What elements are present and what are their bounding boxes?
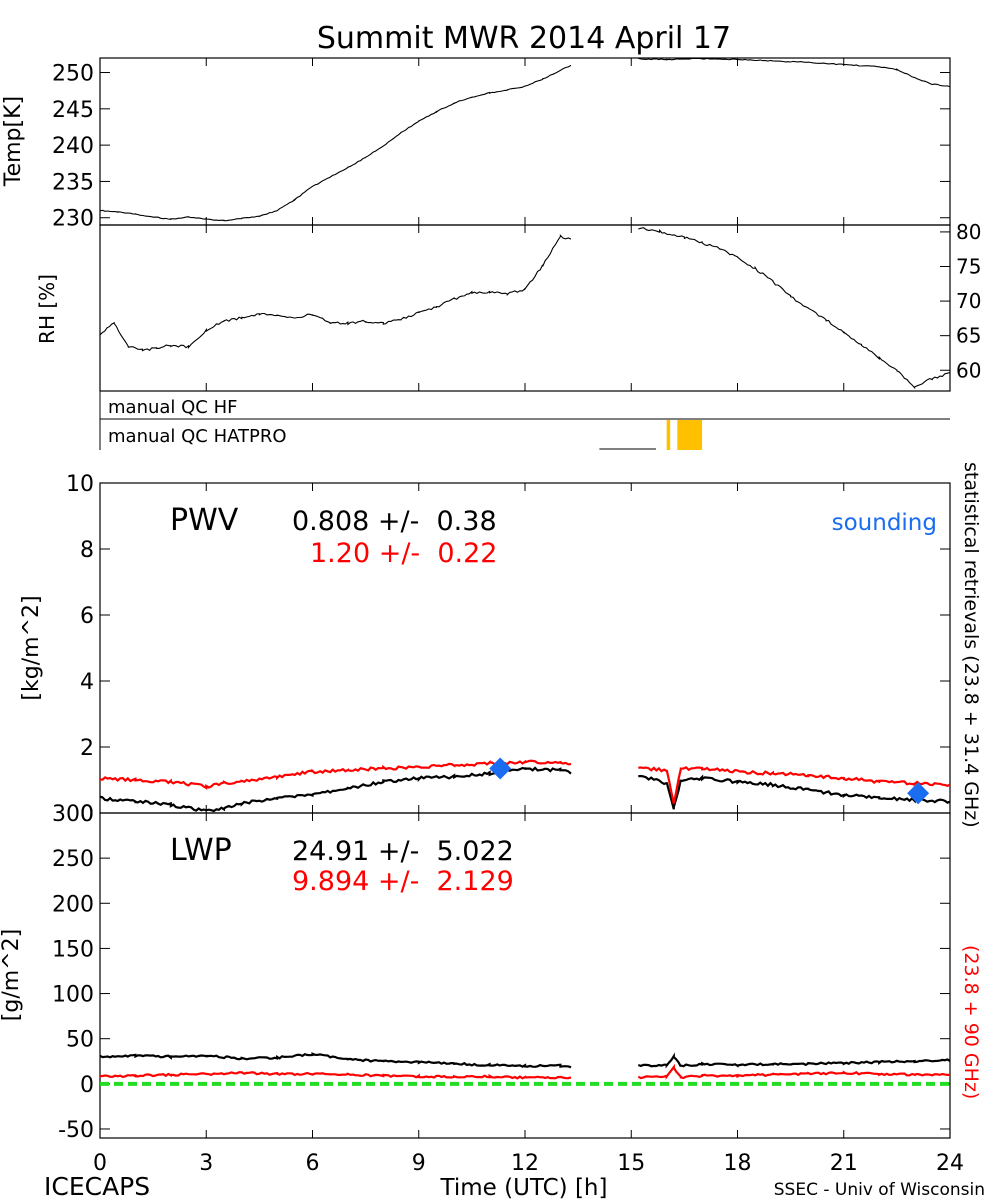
- y-tick-label: 6: [80, 604, 94, 629]
- lwp-series: [99, 1052, 951, 1086]
- footer-icecaps: ICECAPS: [44, 1172, 150, 1200]
- y-tick-label: 2: [80, 736, 94, 761]
- series-line: [99, 57, 951, 222]
- qc-section: manual QC HF manual QC HATPRO: [99, 391, 950, 450]
- y-tick-label: 250: [52, 847, 94, 872]
- y-tick-label: 300: [52, 802, 94, 827]
- x-tick-label: 12: [511, 1151, 539, 1176]
- pwv-ticks: 0 2 4 6 8 10: [66, 472, 951, 827]
- temperature-series: [99, 57, 951, 222]
- y-tick-label: 200: [52, 892, 94, 917]
- x-tick-label: 15: [617, 1151, 645, 1176]
- y-tick-label: 80: [956, 220, 981, 244]
- x-tick-label: 18: [724, 1151, 752, 1176]
- series-line: [99, 1063, 950, 1080]
- y-tick-label: 245: [52, 98, 94, 123]
- sounding-legend: sounding: [832, 510, 937, 536]
- y-tick-label: -50: [58, 1118, 94, 1143]
- y-tick-label: 250: [52, 62, 94, 87]
- temperature-frame: [99, 57, 951, 226]
- temperature-ylabel: Temp[K]: [1, 96, 26, 187]
- sounding-point: [489, 757, 512, 780]
- pwv-stats-red: 1.20 +/- 0.22: [310, 538, 497, 569]
- x-tick-label: 24: [936, 1151, 964, 1176]
- y-tick-label: 0: [80, 802, 94, 827]
- rh-ticks: 60 65 70 75 80: [99, 220, 981, 391]
- y-tick-label: 60: [956, 358, 981, 382]
- y-tick-label: 235: [52, 170, 94, 195]
- y-tick-label: 0: [80, 1073, 94, 1098]
- y-tick-label: 230: [52, 207, 94, 232]
- lwp-panel-label: LWP: [170, 833, 232, 868]
- y-tick-label: 150: [52, 937, 94, 962]
- qc-hatpro-flag-box: [677, 420, 703, 450]
- series-line: [99, 227, 951, 390]
- x-tick-label: 21: [830, 1151, 858, 1176]
- sounding-point: [907, 782, 930, 805]
- right-label-statistical: statistical retrievals (23.8 + 31.4 GHz): [960, 462, 982, 828]
- y-tick-label: 10: [66, 472, 94, 497]
- y-tick-label: 50: [66, 1028, 94, 1053]
- y-tick-label: 75: [956, 255, 981, 279]
- footer-ssec: SSEC - Univ of Wisconsin: [774, 1180, 985, 1200]
- temperature-ticks: 230 235 240 245 250: [52, 58, 951, 232]
- rh-ylabel: RH [%]: [35, 274, 59, 344]
- y-tick-label: 65: [956, 324, 981, 348]
- lwp-ylabel: [g/m^2]: [0, 929, 24, 1021]
- time-axis-ticks: 0 3 6 9 12 15 18 21 24: [93, 1151, 964, 1176]
- lwp-ticks: -50 0 50 100 150 200 250 300: [52, 802, 951, 1143]
- lwp-stats-black: 24.91 +/- 5.022: [292, 836, 514, 867]
- pwv-panel-label: PWV: [170, 503, 239, 538]
- series-line: [99, 766, 951, 813]
- y-tick-label: 8: [80, 538, 94, 563]
- x-tick-label: 6: [306, 1151, 320, 1176]
- qc-marks: [599, 420, 703, 450]
- qc-hatpro-flag-thin: [666, 420, 671, 450]
- x-tick-label: 3: [199, 1151, 213, 1176]
- pwv-stats-black: 0.808 +/- 0.38: [292, 506, 497, 537]
- right-label-red: (23.8 + 90 GHz): [960, 945, 982, 1099]
- qc-hf-label: manual QC HF: [108, 397, 237, 418]
- rh-frame: [99, 224, 951, 392]
- pwv-series: [99, 757, 951, 813]
- y-tick-label: 4: [80, 670, 94, 695]
- y-tick-label: 100: [52, 983, 94, 1008]
- figure-title: Summit MWR 2014 April 17: [317, 21, 731, 56]
- y-tick-label: 70: [956, 289, 981, 313]
- qc-hatpro-label: manual QC HATPRO: [108, 426, 287, 447]
- series-line: [99, 759, 951, 804]
- x-tick-label: 9: [412, 1151, 426, 1176]
- temperature-panel: 230 235 240 245 250 Temp[K]: [1, 57, 951, 232]
- y-tick-label: 240: [52, 134, 94, 159]
- rh-series: [99, 227, 951, 390]
- lwp-stats-red: 9.894 +/- 2.129: [292, 866, 514, 897]
- rh-panel: 60 65 70 75 80 RH [%]: [35, 220, 981, 392]
- pwv-ylabel: [kg/m^2]: [19, 595, 44, 700]
- x-axis-title: Time (UTC) [h]: [440, 1175, 608, 1200]
- series-line: [99, 1052, 951, 1069]
- x-tick-label: 0: [93, 1151, 107, 1176]
- pwv-panel: 0 2 4 6 8 10 [kg/m^2] PWV 0.808 +/- 0.38 1.20…: [19, 472, 951, 827]
